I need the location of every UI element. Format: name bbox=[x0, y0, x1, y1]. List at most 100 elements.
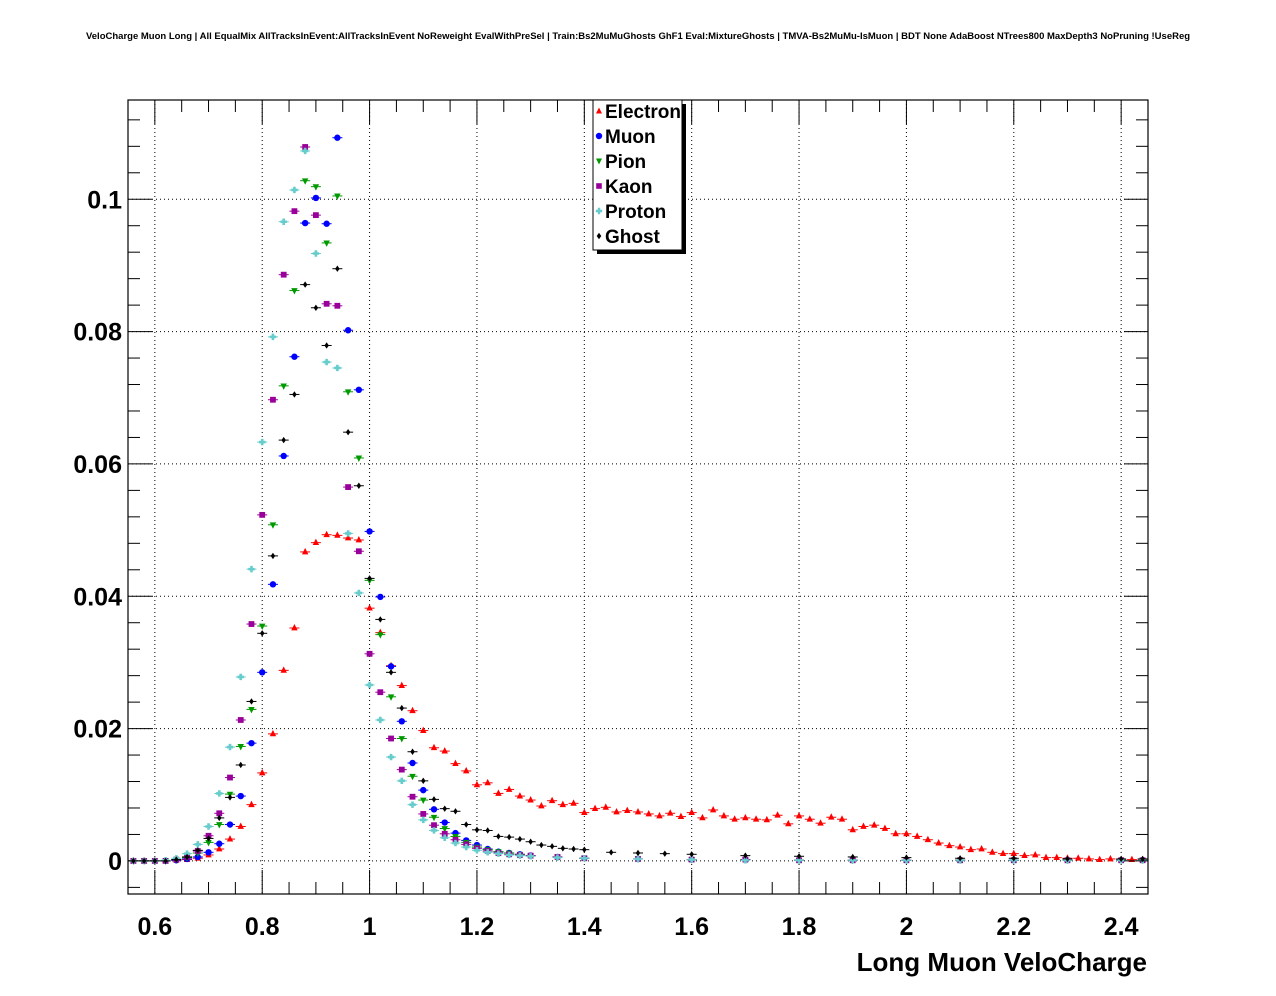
legend-marker-muon bbox=[595, 132, 603, 140]
data-point-electron bbox=[699, 813, 706, 821]
data-point-electron bbox=[978, 845, 985, 852]
data-point-electron bbox=[1021, 851, 1028, 859]
data-point-electron bbox=[656, 811, 663, 819]
data-point-proton bbox=[505, 851, 513, 859]
data-point-electron bbox=[624, 806, 631, 814]
data-point-electron bbox=[334, 531, 341, 538]
data-point-ghost bbox=[292, 391, 297, 398]
data-point-ghost bbox=[238, 761, 243, 769]
data-point-ghost bbox=[217, 814, 222, 822]
data-point-electron bbox=[720, 811, 728, 819]
data-point-proton bbox=[323, 358, 330, 366]
data-point-electron bbox=[355, 536, 363, 543]
data-point-electron bbox=[495, 789, 502, 796]
data-point-electron bbox=[538, 801, 545, 809]
y-tick-label: 0.1 bbox=[87, 186, 122, 214]
data-point-ghost bbox=[608, 849, 614, 856]
data-point-muon bbox=[291, 353, 298, 360]
data-point-electron bbox=[1096, 855, 1103, 862]
data-point-electron bbox=[881, 824, 889, 831]
x-axis-label: Long Muon VeloCharge bbox=[857, 947, 1147, 977]
y-tick-label: 0.02 bbox=[73, 716, 122, 744]
data-point-ghost bbox=[184, 853, 190, 861]
data-point-pion bbox=[377, 632, 384, 639]
data-point-proton bbox=[516, 852, 524, 859]
data-point-pion bbox=[301, 178, 309, 185]
data-point-ghost bbox=[259, 630, 265, 637]
data-point-electron bbox=[602, 803, 609, 810]
data-point-kaon bbox=[409, 793, 416, 800]
data-point-proton bbox=[355, 589, 363, 597]
data-point-ghost bbox=[850, 853, 855, 861]
data-point-kaon bbox=[431, 822, 437, 829]
data-point-proton bbox=[634, 855, 642, 863]
data-point-proton bbox=[484, 849, 491, 856]
data-point-proton bbox=[849, 857, 856, 864]
data-point-kaon bbox=[248, 621, 255, 627]
data-point-electron bbox=[688, 808, 695, 816]
data-point-electron bbox=[516, 792, 524, 799]
data-point-proton bbox=[269, 333, 277, 341]
data-point-electron bbox=[828, 813, 835, 820]
data-point-electron bbox=[935, 839, 942, 846]
data-point-proton bbox=[334, 364, 341, 372]
data-point-ghost bbox=[635, 849, 641, 857]
data-point-proton bbox=[742, 857, 749, 864]
legend-marker-pion bbox=[596, 158, 602, 165]
data-point-electron bbox=[763, 815, 771, 823]
data-point-proton bbox=[795, 857, 803, 864]
data-point-ghost bbox=[689, 851, 694, 858]
data-point-muon bbox=[441, 819, 448, 826]
legend-marker-ghost bbox=[596, 232, 602, 240]
data-point-muon bbox=[366, 528, 373, 535]
data-point-muon bbox=[269, 581, 277, 588]
tick-label-layer: 0.6 0.8 1 1.2 1.4 1.6 1.8 2 2.2 2.4 0 0.02 0.04 0.06 0… bbox=[73, 186, 1138, 941]
legend-label-kaon: Kaon bbox=[605, 177, 653, 198]
data-point-ghost bbox=[796, 853, 802, 860]
data-point-electron bbox=[924, 835, 932, 843]
data-point-ghost bbox=[270, 552, 276, 560]
data-point-pion bbox=[205, 839, 212, 847]
data-point-electron bbox=[892, 829, 899, 837]
data-point-pion bbox=[237, 744, 244, 751]
data-point-ghost bbox=[345, 428, 351, 436]
data-point-electron bbox=[742, 813, 749, 821]
data-point-ghost bbox=[302, 281, 308, 288]
data-point-kaon bbox=[334, 302, 341, 309]
y-tick-label: 0.06 bbox=[73, 451, 122, 479]
data-point-muon bbox=[387, 663, 395, 670]
data-point-ghost bbox=[163, 857, 168, 865]
legend: Electron Muon Pion Kaon Proton Ghost bbox=[592, 99, 686, 254]
data-point-electron bbox=[667, 809, 674, 816]
data-point-electron bbox=[731, 815, 738, 822]
data-point-ghost bbox=[281, 436, 286, 444]
data-point-electron bbox=[441, 747, 448, 754]
data-point-proton bbox=[398, 777, 405, 785]
data-point-ghost bbox=[474, 826, 480, 834]
data-point-muon bbox=[420, 786, 427, 794]
data-point-kaon bbox=[420, 811, 427, 817]
data-point-electron bbox=[430, 743, 438, 751]
data-point-electron bbox=[709, 805, 717, 813]
data-point-muon bbox=[344, 327, 352, 334]
data-point-proton bbox=[205, 823, 212, 830]
data-point-proton bbox=[527, 853, 534, 860]
data-point-ghost bbox=[506, 833, 512, 841]
data-point-proton bbox=[301, 147, 309, 155]
data-point-ghost bbox=[453, 808, 458, 815]
data-point-proton bbox=[248, 565, 255, 573]
data-point-ghost bbox=[496, 833, 501, 840]
data-point-proton bbox=[420, 816, 427, 824]
data-point-muon bbox=[237, 792, 244, 800]
data-point-ghost bbox=[356, 482, 362, 489]
data-point-proton bbox=[291, 186, 298, 194]
series-ghost bbox=[128, 265, 1148, 865]
data-point-electron bbox=[505, 785, 513, 792]
legend-marker-proton bbox=[595, 207, 603, 215]
data-point-ghost bbox=[1140, 855, 1145, 863]
data-point-proton bbox=[554, 854, 561, 861]
data-point-electron bbox=[1032, 850, 1039, 858]
x-tick-label: 1.2 bbox=[460, 913, 495, 941]
legend-label-muon: Muon bbox=[605, 127, 656, 148]
data-point-pion bbox=[344, 389, 352, 396]
